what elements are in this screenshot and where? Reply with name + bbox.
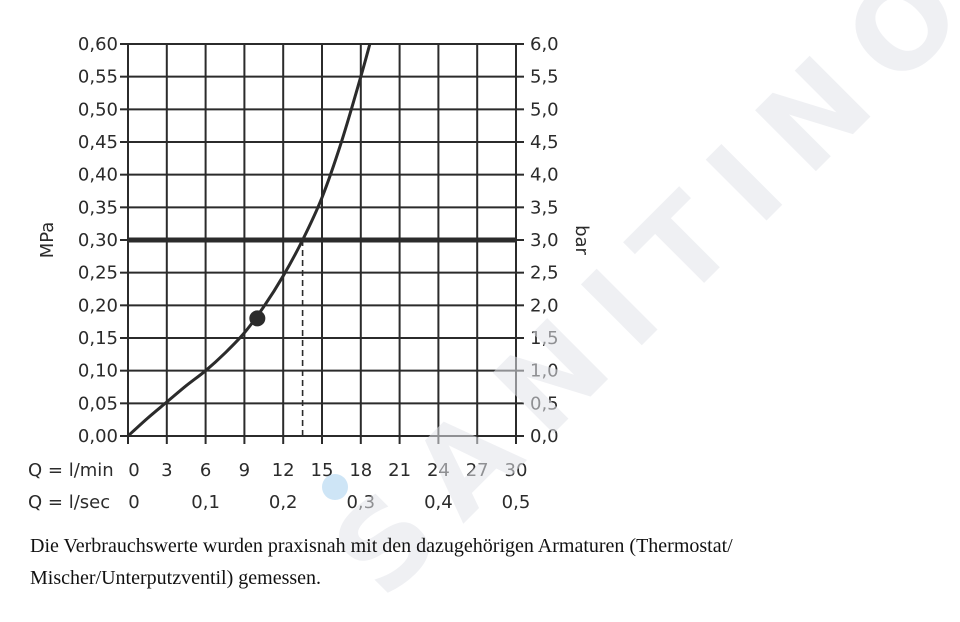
x-axis-label-row-1: Q = l/min: [28, 460, 114, 481]
y-axis-left-label: MPa: [37, 222, 58, 259]
grid: [120, 43, 524, 444]
caption: Die Verbrauchswerte wurden praxisnah mit…: [30, 530, 930, 594]
x-tick-label: 6: [200, 460, 211, 481]
y-tick-label-right: 5,5: [530, 67, 559, 88]
y-tick-label-left: 0,05: [78, 393, 118, 414]
y-tick-label-left: 0,30: [78, 230, 118, 251]
y-tick-label-right: 4,0: [530, 165, 559, 186]
x-tick-label: 24: [427, 460, 450, 481]
y-tick-label-right: 5,0: [530, 99, 559, 120]
x-tick-label: 18: [349, 460, 372, 481]
y-tick-label-right: 3,5: [530, 197, 559, 218]
y-tick-label-right: 2,5: [530, 263, 559, 284]
caption-line-2: Mischer/Unterputzventil) gemessen.: [30, 567, 322, 589]
y-tick-label-left: 0,35: [78, 197, 118, 218]
x-tick-label: 12: [272, 460, 295, 481]
y-tick-label-left: 0,15: [78, 328, 118, 349]
y-tick-label-left: 0,50: [78, 99, 118, 120]
x-tick-label: 27: [466, 460, 489, 481]
x-tick-label: 0,4: [424, 492, 453, 513]
x-tick-label: 0,1: [191, 492, 220, 513]
y-tick-label-right: 4,5: [530, 132, 559, 153]
x-tick-label: 30: [505, 460, 528, 481]
y-tick-label-left: 0,20: [78, 295, 118, 316]
x-tick-label: 21: [388, 460, 411, 481]
y-tick-label-right: 1,0: [530, 361, 559, 382]
pressure-flow-chart: 0,000,050,100,150,200,250,300,350,400,45…: [28, 34, 592, 513]
y-tick-label-left: 0,00: [78, 426, 118, 447]
x-tick-label: 3: [161, 460, 172, 481]
x-axis-ticks: Q = l/min 0 3 6 9 12 15 18 21 24 27 30 Q = l/sec 0 0,1…: [28, 460, 530, 513]
y-tick-label-left: 0,40: [78, 165, 118, 186]
y-tick-label-right: 3,0: [530, 230, 559, 251]
x-tick-label: 0,2: [269, 492, 298, 513]
series-layer: [126, 43, 516, 438]
y-tick-label-left: 0,45: [78, 132, 118, 153]
y-tick-label-right: 0,0: [530, 426, 559, 447]
caption-line-1: Die Verbrauchswerte wurden praxisnah mit…: [30, 535, 733, 557]
x-tick-label: 0,5: [502, 492, 531, 513]
data-point-marker: [249, 310, 266, 327]
x-tick-label: 0: [128, 492, 139, 513]
y-tick-label-right: 6,0: [530, 34, 559, 55]
x-tick-label: 0,3: [346, 492, 375, 513]
y-axis-right-ticks: 0,0 0,5 1,0 1,5 2,0 2,5 3,0 3,5 4,0 4,5 5,0 5,5 6,0: [530, 34, 559, 447]
x-tick-label: 15: [311, 460, 334, 481]
y-axis-right-label: bar: [571, 225, 592, 255]
y-tick-label-left: 0,25: [78, 263, 118, 284]
y-tick-label-left: 0,60: [78, 34, 118, 55]
x-tick-label: 0: [128, 460, 139, 481]
y-axis-left-ticks: 0,00 0,05 0,10 0,15 0,20 0,25 0,30 0,35 0,40 0,45…: [78, 34, 118, 447]
y-tick-label-right: 2,0: [530, 295, 559, 316]
x-axis-label-row-2: Q = l/sec: [28, 492, 110, 513]
x-tick-label: 9: [239, 460, 250, 481]
y-tick-label-left: 0,55: [78, 67, 118, 88]
y-tick-label-left: 0,10: [78, 361, 118, 382]
y-tick-label-right: 0,5: [530, 393, 559, 414]
y-tick-label-right: 1,5: [530, 328, 559, 349]
